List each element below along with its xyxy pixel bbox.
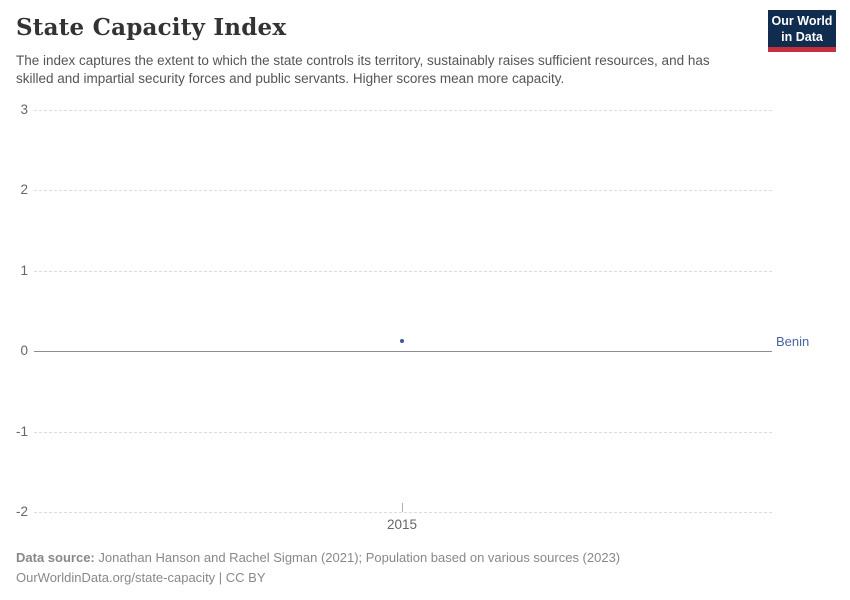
footer-datasource-line: Data source: Jonathan Hanson and Rachel … (16, 548, 620, 568)
gridline-neg2 (34, 512, 772, 513)
y-axis-tick-label-neg1: -1 (15, 424, 28, 439)
footer-license-link[interactable]: CC BY (225, 570, 266, 585)
owid-logo-line1: Our World (771, 14, 833, 28)
datasource-text: Jonathan Hanson and Rachel Sigman (2021)… (94, 550, 621, 565)
x-axis-tick (402, 503, 403, 512)
footer-url-link[interactable]: OurWorldinData.org/state-capacity (16, 570, 216, 585)
owid-logo-line2: in Data (781, 30, 823, 44)
y-axis-tick-label-0: 0 (20, 343, 28, 358)
gridline-3 (34, 110, 772, 111)
y-axis-tick-label-1: 1 (20, 263, 28, 278)
y-axis-tick-label-2: 2 (20, 182, 28, 197)
chart-title: State Capacity Index (16, 14, 287, 41)
datasource-label: Data source: (16, 550, 95, 565)
gridline-2 (34, 190, 772, 191)
zero-axis-line (34, 351, 772, 352)
chart-subtitle: The index captures the extent to which t… (16, 53, 710, 86)
y-axis-tick-label-3: 3 (20, 102, 28, 117)
footer-license-line: OurWorldinData.org/state-capacity | CC B… (16, 568, 620, 588)
owid-logo[interactable]: Our World in Data (768, 10, 836, 52)
y-axis-tick-label-neg2: -2 (15, 504, 28, 519)
gridline-1 (34, 271, 772, 272)
footer-divider: | (215, 570, 226, 585)
chart-footer: Data source: Jonathan Hanson and Rachel … (16, 548, 620, 588)
x-axis-tick-label: 2015 (386, 517, 418, 532)
gridline-neg1 (34, 432, 772, 433)
series-label-benin[interactable]: Benin (776, 334, 810, 349)
data-point-benin-2015[interactable] (400, 339, 404, 343)
